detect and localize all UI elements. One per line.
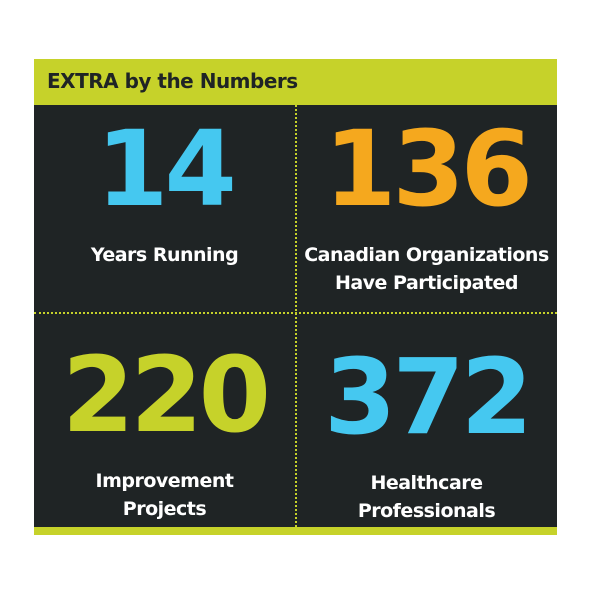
stat-value: 220: [61, 334, 271, 456]
stat-value: 372: [323, 336, 533, 458]
header-title: EXTRA by the Numbers: [47, 69, 298, 93]
stat-label: Healthcare Professionals: [357, 472, 496, 522]
footer-bar: [34, 527, 557, 535]
stat-label: Improvement Projects: [95, 470, 234, 520]
vertical-divider: [295, 105, 297, 527]
stat-label: Years Running: [90, 244, 239, 266]
stat-professionals: 372 Healthcare Professionals: [296, 345, 557, 525]
stat-years-running: 14 Years Running: [34, 117, 295, 269]
horizontal-divider: [34, 312, 557, 314]
stat-value: 136: [323, 108, 533, 230]
stat-organizations: 136 Canadian Organizations Have Participa…: [296, 117, 557, 297]
stat-label: Canadian Organizations Have Participated: [304, 244, 549, 294]
header-bar: EXTRA by the Numbers: [34, 59, 557, 105]
stats-card: EXTRA by the Numbers 14 Years Running 13…: [34, 59, 557, 535]
stat-value: 14: [96, 108, 237, 230]
stat-projects: 220 Improvement Projects: [34, 343, 295, 523]
